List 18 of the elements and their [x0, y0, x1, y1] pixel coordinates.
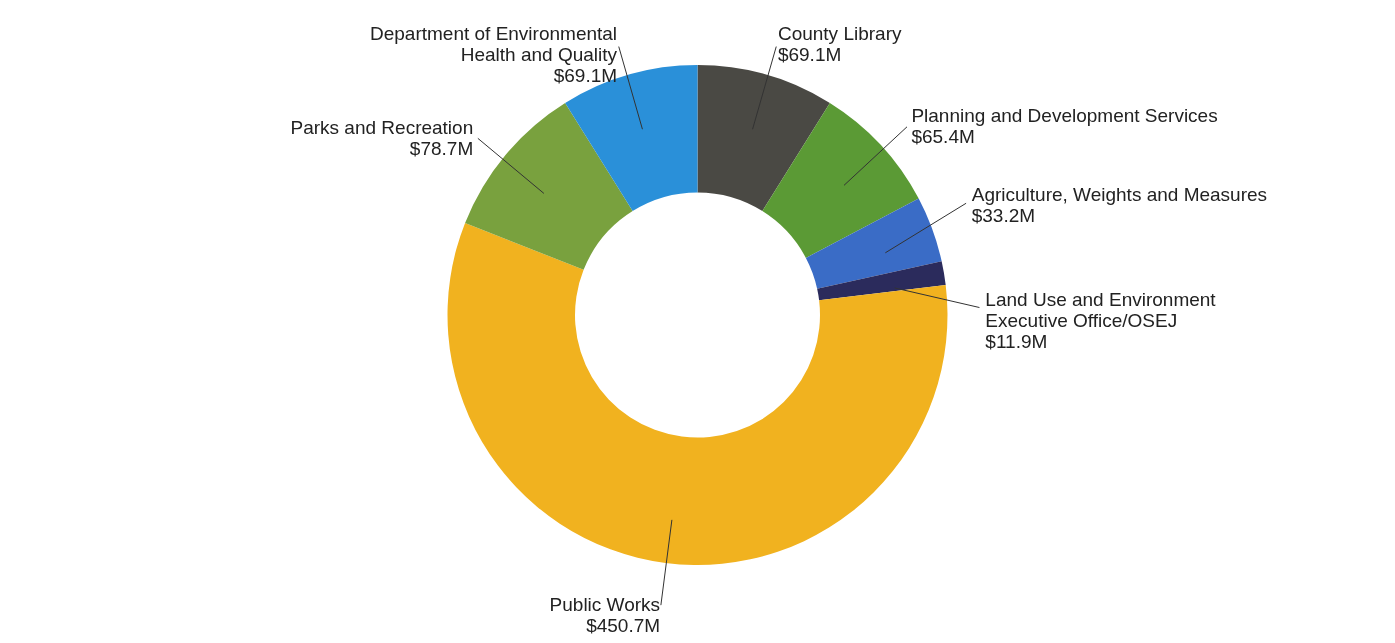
slice-label: Public Works	[549, 593, 661, 615]
donut-slice	[805, 198, 942, 289]
data-label: $450.7M	[586, 614, 661, 636]
data-label: $69.1M	[777, 44, 842, 66]
data-label: $11.9M	[985, 331, 1048, 353]
data-label: $33.2M	[971, 204, 1036, 226]
donut-slice	[447, 222, 948, 565]
slice-label: County Library	[777, 23, 902, 45]
data-label: $69.1M	[553, 65, 618, 87]
data-label: $65.4M	[911, 126, 975, 148]
slice-label: Parks and Recreation	[290, 116, 474, 138]
donut-slice	[817, 261, 946, 301]
slice-label: Agriculture, Weights and Measures	[971, 183, 1268, 205]
slice-label: Land Use and Environment Executive Office/OSEJ	[985, 289, 1217, 332]
slice-label: Department of Environmental Health and Quality	[369, 23, 618, 66]
donut-slice	[697, 65, 830, 212]
slice-label: Planning and Development Services	[911, 105, 1218, 127]
data-label: $78.7M	[409, 137, 474, 159]
